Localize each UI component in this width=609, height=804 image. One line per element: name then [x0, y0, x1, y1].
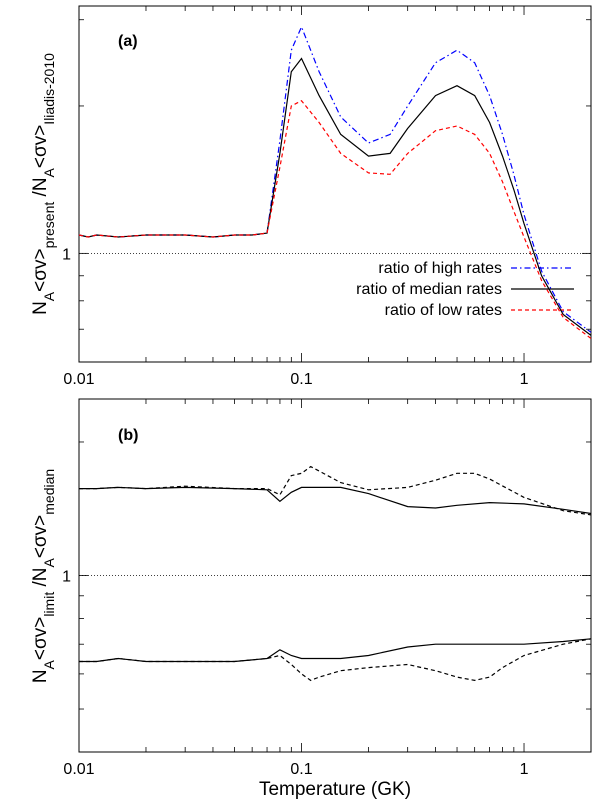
panel-b-y-axis-label: NA<σv>limit /NA<σv>median	[30, 469, 57, 683]
panel-b: (b) NA<σv>limit /NA<σv>median Temperatur…	[30, 398, 592, 800]
panel-a-series-line-2	[78, 57, 592, 336]
panel-a-x-tick-label: 0.1	[290, 371, 312, 388]
panel-b-series-line-1	[79, 486, 592, 515]
panel-b-x-tick-label: 0.01	[63, 761, 94, 778]
panel-a-y-axis-label: NA<σv>present /NA<σv>Iliadis-2010	[30, 53, 57, 315]
panel-a-label: (a)	[118, 33, 138, 50]
legend-label-2: ratio of median rates	[356, 281, 502, 298]
x-axis-label: Temperature (GK)	[259, 779, 411, 800]
panel-a-series-line-1	[78, 25, 592, 333]
panel-b-y-tick-label: 1	[62, 569, 71, 586]
panel-b-series-line-4	[79, 638, 592, 682]
panel-a-x-tick-label: 0.01	[63, 371, 94, 388]
panel-a-legend: ratio of high rates ratio of median rates…	[356, 260, 574, 319]
panel-b-x-tick-label: 1	[520, 761, 529, 778]
panel-a-x-tick-label: 1	[520, 371, 529, 388]
panel-a-frame	[78, 5, 592, 363]
panel-b-label: (b)	[118, 427, 138, 444]
panel-b-series-line-3	[79, 638, 592, 663]
panel-a-y-tick-label: 1	[62, 246, 71, 263]
legend-label-3: ratio of low rates	[385, 302, 502, 319]
panel-a-series-line-3	[78, 99, 592, 339]
panel-b-x-tick-label: 0.1	[290, 761, 312, 778]
panel-b-series-line-2	[79, 465, 592, 516]
legend-label-1: ratio of high rates	[378, 260, 502, 277]
panel-a: (a) NA<σv>present /NA<σv>Iliadis-2010 ra…	[30, 5, 592, 388]
